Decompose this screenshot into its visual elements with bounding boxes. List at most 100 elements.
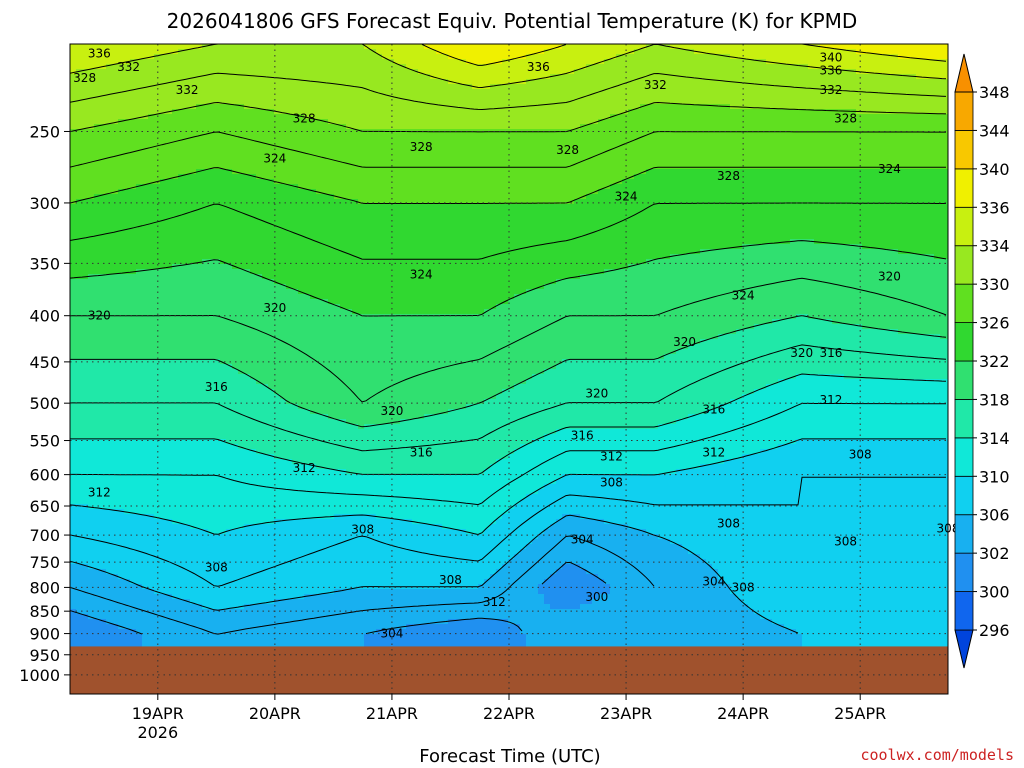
field-cell — [316, 114, 323, 120]
field-cell — [310, 194, 317, 200]
field-cell — [250, 179, 257, 185]
field-cell — [496, 134, 503, 140]
field-cell — [886, 124, 893, 130]
field-cell — [910, 169, 917, 175]
field-cell — [256, 49, 263, 55]
field-cell — [346, 59, 353, 65]
field-cell — [316, 124, 323, 130]
field-cell — [538, 204, 545, 210]
field-cell — [412, 134, 419, 140]
field-cell — [664, 124, 671, 130]
field-cell — [298, 159, 305, 165]
field-cell — [676, 169, 683, 175]
field-cell — [226, 159, 233, 165]
field-cell — [376, 109, 383, 115]
field-cell — [370, 124, 377, 130]
field-cell — [544, 79, 551, 85]
field-cell — [598, 74, 605, 80]
field-cell — [886, 149, 893, 155]
field-cell — [652, 209, 659, 215]
field-cell — [316, 164, 323, 170]
field-cell — [250, 69, 257, 75]
field-cell — [724, 69, 731, 75]
field-cell — [664, 174, 671, 180]
field-cell — [832, 199, 839, 205]
field-cell — [814, 179, 821, 185]
field-cell — [850, 54, 857, 60]
field-cell — [244, 189, 251, 195]
field-cell — [424, 104, 431, 110]
field-cell — [304, 139, 311, 145]
field-cell — [514, 49, 521, 55]
field-cell — [724, 119, 731, 125]
field-cell — [448, 44, 455, 50]
field-cell — [370, 159, 377, 165]
field-cell — [544, 119, 551, 125]
field-cell — [670, 94, 677, 100]
field-cell — [898, 194, 905, 200]
field-cell — [310, 199, 317, 205]
field-cell — [838, 169, 845, 175]
field-cell — [874, 59, 881, 65]
field-cell — [850, 94, 857, 100]
field-cell — [826, 99, 833, 105]
field-cell — [424, 174, 431, 180]
field-cell — [808, 204, 815, 210]
field-cell — [802, 179, 809, 185]
field-cell — [430, 154, 437, 160]
field-cell — [298, 134, 305, 140]
field-cell — [628, 94, 635, 100]
field-cell — [808, 209, 815, 215]
field-cell — [916, 59, 923, 65]
field-cell — [268, 44, 275, 50]
field-cell — [922, 49, 929, 55]
field-cell — [886, 154, 893, 160]
field-cell — [730, 209, 737, 215]
field-cell — [424, 154, 431, 160]
field-cell — [862, 179, 869, 185]
field-cell — [604, 209, 611, 215]
field-cell — [604, 194, 611, 200]
field-cell — [118, 79, 125, 85]
field-cell — [928, 84, 935, 90]
field-cell — [412, 174, 419, 180]
field-cell — [778, 199, 785, 205]
field-cell — [292, 179, 299, 185]
field-cell — [664, 49, 671, 55]
field-cell — [778, 64, 785, 70]
field-cell — [664, 149, 671, 155]
field-cell — [298, 204, 305, 210]
field-cell — [292, 159, 299, 165]
field-cell — [298, 189, 305, 195]
field-cell — [400, 59, 407, 65]
field-cell — [268, 99, 275, 105]
field-cell — [598, 49, 605, 55]
field-cell — [832, 189, 839, 195]
field-cell — [466, 89, 473, 95]
field-cell — [502, 194, 509, 200]
field-cell — [382, 209, 389, 215]
field-cell — [250, 129, 257, 135]
field-cell — [676, 104, 683, 110]
field-cell — [736, 209, 743, 215]
field-cell — [202, 199, 209, 205]
field-cell — [304, 79, 311, 85]
field-cell — [292, 204, 299, 210]
field-cell — [82, 204, 89, 210]
field-cell — [748, 174, 755, 180]
field-cell — [880, 114, 887, 120]
field-cell — [910, 64, 917, 70]
field-cell — [496, 204, 503, 210]
field-cell — [316, 94, 323, 100]
field-cell — [766, 199, 773, 205]
field-cell — [400, 109, 407, 115]
field-cell — [844, 104, 851, 110]
field-cell — [916, 189, 923, 195]
field-cell — [142, 49, 149, 55]
field-cell — [292, 99, 299, 105]
field-cell — [670, 189, 677, 195]
field-cell — [634, 149, 641, 155]
field-cell — [922, 139, 929, 145]
field-cell — [736, 114, 743, 120]
field-cell — [424, 134, 431, 140]
